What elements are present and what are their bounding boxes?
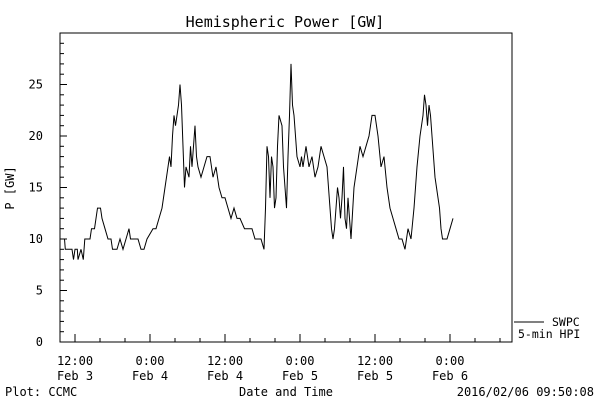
x-tick-date: Feb 3 <box>57 369 93 383</box>
plot-timestamp: 2016/02/06 09:50:08 <box>457 385 594 399</box>
y-axis: 0 5 10 15 20 25 <box>29 32 67 349</box>
hpi-series-line <box>60 63 454 260</box>
legend: SWPC 5-min HPI <box>514 315 580 341</box>
x-tick-time: 12:00 <box>207 354 243 368</box>
y-tick-label: 0 <box>36 335 43 349</box>
plot-credit: Plot: CCMC <box>5 385 77 399</box>
y-tick-label: 10 <box>29 232 43 246</box>
x-tick-time: 0:00 <box>286 354 315 368</box>
y-tick-label: 5 <box>36 284 43 298</box>
chart-title: Hemispheric Power [GW] <box>186 13 385 31</box>
y-axis-label: P [GW] <box>3 166 17 209</box>
x-tick-date: Feb 5 <box>282 369 318 383</box>
y-tick-label: 20 <box>29 129 43 143</box>
legend-source: SWPC <box>552 315 580 329</box>
x-tick-time: 12:00 <box>357 354 393 368</box>
x-tick-time: 0:00 <box>436 354 465 368</box>
y-tick-label: 15 <box>29 181 43 195</box>
y-tick-label: 25 <box>29 78 43 92</box>
legend-label: 5-min HPI <box>518 327 580 341</box>
x-tick-time: 12:00 <box>57 354 93 368</box>
x-tick-date: Feb 4 <box>132 369 168 383</box>
x-tick-date: Feb 5 <box>357 369 393 383</box>
x-axis-label: Date and Time <box>239 385 333 399</box>
x-tick-time: 0:00 <box>136 354 165 368</box>
x-tick-date: Feb 6 <box>432 369 468 383</box>
x-tick-date: Feb 4 <box>207 369 243 383</box>
plot-frame <box>59 32 513 343</box>
